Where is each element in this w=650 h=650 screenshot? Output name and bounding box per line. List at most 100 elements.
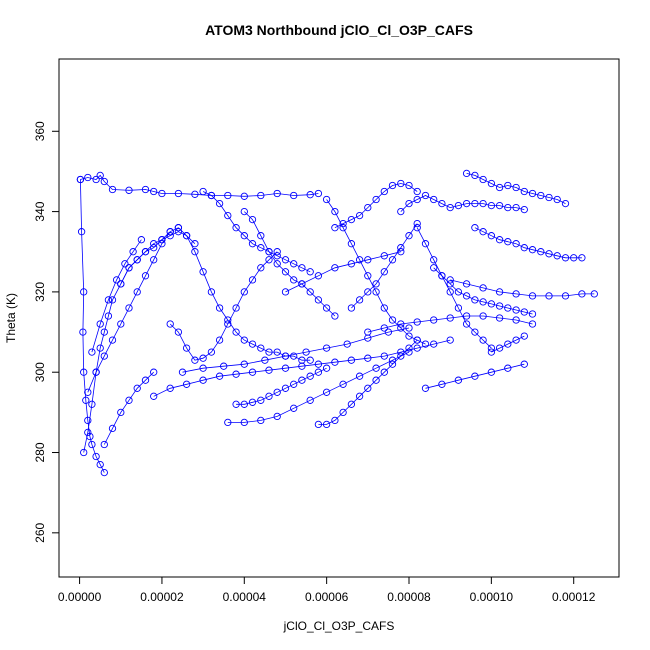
data-point xyxy=(520,187,528,196)
data-point xyxy=(306,356,314,364)
data-point xyxy=(504,340,512,348)
data-point xyxy=(388,356,397,364)
data-point xyxy=(331,358,339,366)
data-point xyxy=(104,312,113,320)
data-point xyxy=(129,248,137,256)
chart-title: ATOM3 Northbound jClO_Cl_O3P_CAFS xyxy=(205,22,473,38)
data-point xyxy=(125,304,133,312)
data-point xyxy=(281,288,290,296)
data-point xyxy=(430,256,438,264)
data-point xyxy=(578,254,586,262)
data-point xyxy=(520,205,528,214)
data-point xyxy=(84,388,92,396)
series-line xyxy=(326,199,426,345)
data-point xyxy=(512,183,520,192)
data-point xyxy=(199,268,207,276)
data-point xyxy=(355,392,364,400)
data-point xyxy=(248,240,257,248)
data-point xyxy=(479,175,487,184)
data-point xyxy=(191,356,199,364)
data-point xyxy=(462,292,471,300)
data-point xyxy=(199,364,207,372)
data-point xyxy=(528,189,537,198)
data-point xyxy=(355,296,364,304)
data-point xyxy=(314,272,323,280)
data-point xyxy=(96,344,104,352)
data-point xyxy=(388,256,397,264)
data-point xyxy=(166,384,174,392)
data-point xyxy=(372,364,380,372)
series-line xyxy=(351,223,418,309)
data-point xyxy=(512,240,520,248)
data-point xyxy=(339,219,347,228)
data-point xyxy=(273,260,281,268)
data-point xyxy=(207,348,216,356)
data-point xyxy=(421,240,430,248)
data-point xyxy=(174,189,183,198)
data-point xyxy=(100,440,108,449)
x-axis-label: jClO_Cl_O3P_CAFS xyxy=(283,619,395,633)
data-point xyxy=(108,424,117,433)
data-point xyxy=(117,280,125,288)
data-point xyxy=(158,240,166,248)
data-point xyxy=(199,187,207,196)
data-point xyxy=(347,260,356,268)
data-point xyxy=(88,440,96,449)
data-point xyxy=(150,368,158,376)
data-point xyxy=(88,348,96,356)
data-point xyxy=(561,254,570,262)
data-point xyxy=(430,316,438,324)
data-point xyxy=(191,190,199,198)
data-point xyxy=(96,171,104,180)
data-point xyxy=(100,177,108,186)
data-point xyxy=(495,314,504,322)
data-point xyxy=(364,288,372,296)
data-point xyxy=(79,328,87,336)
series-line xyxy=(120,231,196,285)
data-point xyxy=(273,189,281,198)
data-point xyxy=(257,416,265,425)
data-point xyxy=(100,328,108,336)
data-point xyxy=(257,244,265,252)
y-tick-label: 320 xyxy=(33,282,47,302)
data-point xyxy=(207,288,216,296)
data-point xyxy=(100,468,108,477)
data-point xyxy=(174,228,183,236)
data-point xyxy=(199,376,207,384)
data-point xyxy=(141,272,150,280)
y-tick-label: 300 xyxy=(33,362,47,382)
data-point xyxy=(479,312,487,320)
data-point xyxy=(553,195,561,204)
data-point xyxy=(528,246,537,254)
data-point xyxy=(232,304,240,312)
data-point xyxy=(141,376,150,384)
data-point xyxy=(537,191,545,200)
data-point xyxy=(322,420,331,429)
y-tick-label: 260 xyxy=(33,522,47,542)
data-point xyxy=(454,376,463,384)
data-point xyxy=(438,199,446,208)
data-point xyxy=(302,348,310,356)
data-point xyxy=(150,392,158,400)
data-point xyxy=(561,199,570,208)
data-point xyxy=(199,354,207,362)
x-tick-label: 0.00006 xyxy=(305,590,349,604)
data-point xyxy=(290,276,298,284)
data-point xyxy=(528,292,537,300)
data-point xyxy=(397,207,405,216)
data-point xyxy=(520,360,528,368)
data-point xyxy=(191,240,199,248)
data-point xyxy=(273,388,281,396)
data-point xyxy=(150,256,158,264)
series-line xyxy=(474,227,582,259)
data-point xyxy=(413,318,421,326)
data-point xyxy=(355,211,364,220)
data-point xyxy=(331,264,339,272)
x-tick-label: 0.00008 xyxy=(387,590,431,604)
data-point xyxy=(487,179,496,188)
data-point xyxy=(487,232,496,240)
data-point xyxy=(495,183,504,192)
data-point xyxy=(207,191,216,200)
y-tick-label: 280 xyxy=(33,442,47,462)
series-line xyxy=(83,227,179,453)
